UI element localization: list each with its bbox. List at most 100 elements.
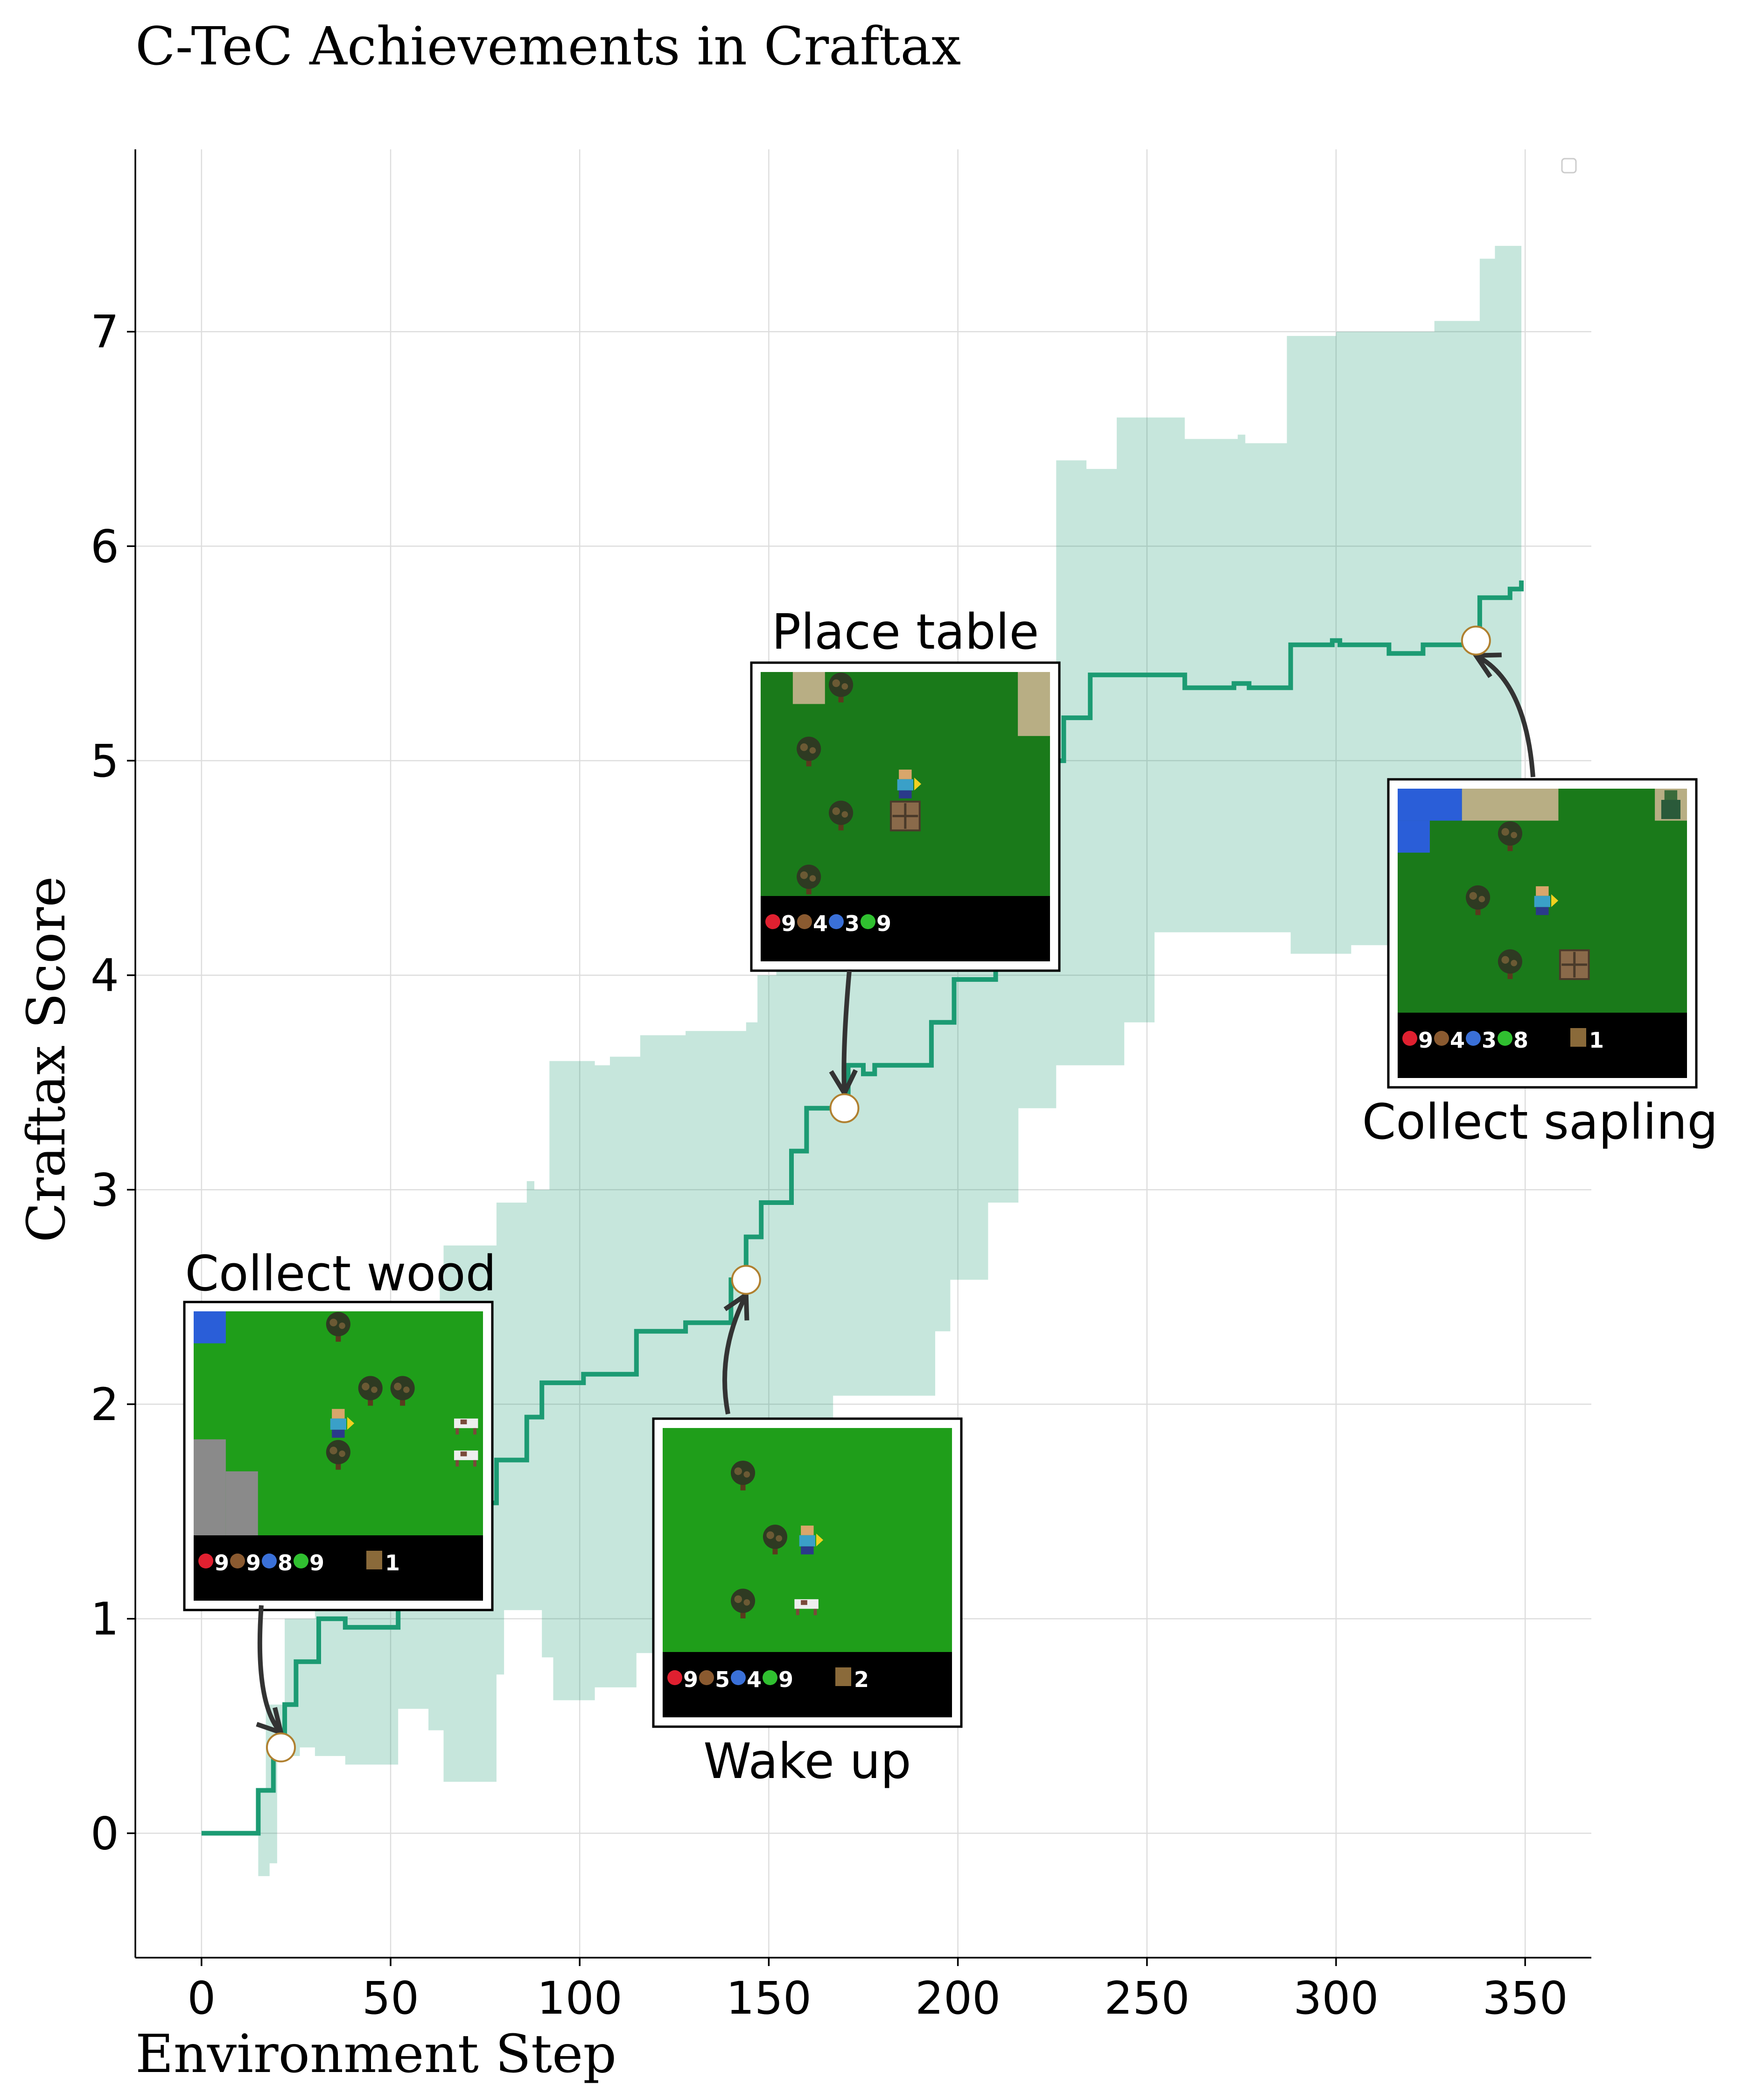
inventory-count: 1 (1589, 1028, 1604, 1053)
energy-icon (294, 1554, 308, 1568)
cow-leg (796, 1609, 799, 1616)
axes (134, 149, 1591, 1959)
drink-icon (731, 1670, 746, 1685)
player-head (332, 1409, 345, 1419)
achievement-marker (266, 1732, 296, 1763)
tree-leaf (800, 743, 808, 751)
drink-icon (829, 914, 844, 929)
tree-canopy (1466, 885, 1491, 910)
player-head (801, 1526, 814, 1535)
player-body (799, 1535, 815, 1547)
arrow-line (722, 1294, 749, 1414)
x-tick-label: 150 (726, 1972, 812, 2024)
inventory-bar (663, 1652, 952, 1717)
hud-value: 8 (1513, 1028, 1528, 1053)
energy-icon (861, 914, 875, 929)
tree-leaf (1511, 959, 1518, 966)
tree-leaf (734, 1467, 742, 1475)
tree-canopy (829, 800, 854, 825)
inventory-count: 1 (385, 1550, 400, 1575)
player-legs (801, 1546, 814, 1554)
y-tick-label: 0 (91, 1807, 119, 1860)
hud-value: 5 (715, 1667, 730, 1692)
inventory-bar (194, 1535, 483, 1601)
y-tick-label: 6 (91, 520, 119, 573)
thumbnails: 9 9 8 9 19 5 4 9 29 4 3 99 4 3 8 1 (183, 661, 1698, 1728)
tree-leaf (841, 683, 848, 690)
drink-icon (1466, 1031, 1481, 1046)
x-tick-label: 350 (1483, 1972, 1568, 2024)
player-body (897, 779, 913, 791)
food-icon (699, 1670, 714, 1685)
inventory-count: 2 (854, 1667, 869, 1692)
tree-leaf (743, 1599, 750, 1606)
player-legs (332, 1429, 345, 1438)
tree-leaf (776, 1535, 783, 1542)
tree-canopy (797, 864, 821, 889)
hud-value: 3 (845, 911, 860, 936)
x-axis-label: Environment Step (135, 2024, 616, 2085)
inventory-bar (1398, 1013, 1687, 1078)
player-legs (899, 790, 912, 798)
player-body (1534, 896, 1550, 907)
player-facing (1551, 894, 1559, 907)
tree-leaf (766, 1531, 774, 1539)
legend-box (1561, 158, 1577, 174)
markers (266, 625, 1491, 1763)
player-facing (914, 777, 922, 791)
hud-value: 4 (747, 1667, 762, 1692)
y-tick-label: 5 (91, 735, 119, 787)
y-tick-label: 4 (91, 950, 119, 1002)
chart-title: C-TeC Achievements in Craftax (135, 16, 961, 77)
x-tick-label: 200 (915, 1972, 1001, 2024)
tree-leaf (1501, 828, 1509, 836)
health-icon (667, 1670, 682, 1685)
tree-leaf (1478, 896, 1485, 903)
hud-value: 9 (683, 1667, 698, 1692)
y-tick-label: 2 (91, 1379, 119, 1431)
annotation-label: Collect wood (185, 1245, 496, 1302)
tree-canopy (1498, 821, 1523, 846)
stone-tile (225, 1471, 258, 1535)
cow-spot (801, 1600, 807, 1605)
zombie-body (1661, 800, 1680, 819)
hud-value: 3 (1482, 1028, 1497, 1053)
tree-leaf (339, 1323, 345, 1329)
tree-leaf (329, 1318, 337, 1327)
sand-tile (792, 672, 825, 704)
hud-value: 8 (278, 1550, 293, 1575)
hud-value: 9 (309, 1550, 324, 1575)
health-icon (765, 914, 780, 929)
cow-leg (455, 1428, 459, 1435)
energy-icon (1498, 1031, 1512, 1046)
hud-value: 9 (781, 911, 796, 936)
tree-leaf (403, 1386, 410, 1393)
player-head (1536, 886, 1549, 896)
water-tile (194, 1311, 226, 1344)
player-legs (1536, 907, 1549, 915)
cow-leg (473, 1460, 476, 1467)
cow-leg (813, 1609, 817, 1616)
tree-leaf (832, 679, 840, 687)
achievement-marker (1461, 625, 1491, 656)
annotation-label: Place table (772, 603, 1039, 660)
tree-canopy (797, 736, 821, 761)
cow-leg (473, 1428, 476, 1435)
hud-value: 9 (876, 911, 891, 936)
tree-leaf (800, 871, 808, 879)
achievement-marker (829, 1093, 860, 1123)
stone-tile (194, 1439, 226, 1535)
cow-spot (460, 1419, 467, 1425)
annotation-label: Collect sapling (1362, 1093, 1718, 1150)
tree-canopy (763, 1525, 788, 1549)
tree-leaf (371, 1386, 378, 1393)
tree-canopy (731, 1589, 756, 1613)
player-body (330, 1418, 346, 1430)
annotation-label: Wake up (703, 1733, 911, 1790)
tree-leaf (362, 1382, 370, 1391)
